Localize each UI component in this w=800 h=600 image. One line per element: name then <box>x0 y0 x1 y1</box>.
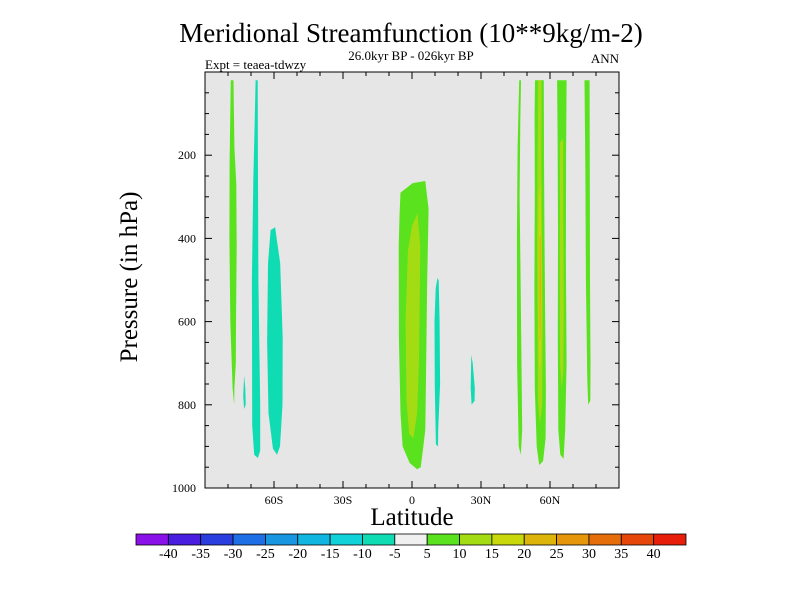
y-tick-label: 1000 <box>172 481 196 495</box>
y-tick-label: 600 <box>178 315 196 329</box>
x-tick-label: 30N <box>471 493 492 507</box>
colorbar-label: -25 <box>256 547 275 562</box>
experiment-label: Expt = teaea-tdwzy <box>205 57 307 72</box>
colorbar-label: -5 <box>389 547 401 562</box>
contour-sh-high-lat-cell <box>229 80 237 405</box>
colorbar: -40 -35 -30 -25 -20 -15 -10 -5 5 10 15 20 25 30 35 40 <box>135 533 687 562</box>
contour-nh-cell-a <box>516 80 523 455</box>
x-tick-label: 60S <box>265 493 284 507</box>
colorbar-swatch <box>426 533 460 546</box>
colorbar-swatch <box>459 533 493 546</box>
colorbar-label: -40 <box>159 547 178 562</box>
colorbar-swatch <box>362 533 396 546</box>
x-tick-label: 30S <box>334 493 353 507</box>
contour-nh-cell-d <box>584 80 591 405</box>
colorbar-swatch <box>491 533 525 546</box>
contour-nh-cell-b-peak <box>539 234 541 343</box>
colorbar-swatch <box>588 533 622 546</box>
colorbar-label: 25 <box>550 547 564 562</box>
colorbar-label: 40 <box>647 547 661 562</box>
x-tick-label: 0 <box>409 493 415 507</box>
colorbar-swatch <box>200 533 234 546</box>
colorbar-swatch <box>329 533 363 546</box>
colorbar-swatch <box>653 533 687 546</box>
colorbar-label: 15 <box>485 547 499 562</box>
colorbar-label: 20 <box>517 547 531 562</box>
colorbar-label: -10 <box>353 547 372 562</box>
contour-nh-cell-c-inner <box>559 138 564 389</box>
colorbar-label: 30 <box>582 547 596 562</box>
contour-nh-small-negative <box>470 354 475 405</box>
colorbar-label: -30 <box>224 547 243 562</box>
colorbar-label: -20 <box>288 547 307 562</box>
colorbar-swatch <box>297 533 331 546</box>
contour-sh-small-negative <box>243 375 246 409</box>
contour-regions <box>229 80 591 470</box>
colorbar-label: 5 <box>424 547 431 562</box>
colorbar-label: 35 <box>614 547 628 562</box>
colorbar-swatch <box>556 533 590 546</box>
contour-sh-negative-strip <box>251 80 261 459</box>
colorbar-swatch <box>135 533 169 546</box>
contour-sh-negative-blob <box>267 227 283 455</box>
y-tick-label: 400 <box>178 231 196 245</box>
colorbar-swatch <box>167 533 202 546</box>
y-tick-label: 200 <box>178 148 196 162</box>
colorbar-label: 10 <box>453 547 467 562</box>
colorbar-swatch <box>394 533 428 546</box>
contour-equatorial-negative <box>434 277 441 447</box>
y-tick-label: 800 <box>178 398 196 412</box>
colorbar-swatch <box>232 533 266 546</box>
x-tick-label: 60N <box>540 493 561 507</box>
season-label: ANN <box>591 51 620 66</box>
colorbar-label: -35 <box>191 547 210 562</box>
colorbar-swatch <box>620 533 655 546</box>
plot-area: 200 400 600 800 1000 60S 30S 0 30N 60N <box>172 71 620 507</box>
chart-title: Meridional Streamfunction (10**9kg/m-2) <box>179 18 642 48</box>
colorbar-label: -15 <box>321 547 340 562</box>
colorbar-swatch <box>523 533 557 546</box>
axis-ticks: 200 400 600 800 1000 60S 30S 0 30N 60N <box>172 71 620 507</box>
x-axis-title: Latitude <box>370 504 453 531</box>
colorbar-swatch <box>265 533 299 546</box>
chart-subtitle: 26.0kyr BP - 026kyr BP <box>348 48 474 63</box>
y-axis-title: Pressure (in hPa) <box>116 192 143 363</box>
contour-equatorial-inner <box>405 213 421 439</box>
